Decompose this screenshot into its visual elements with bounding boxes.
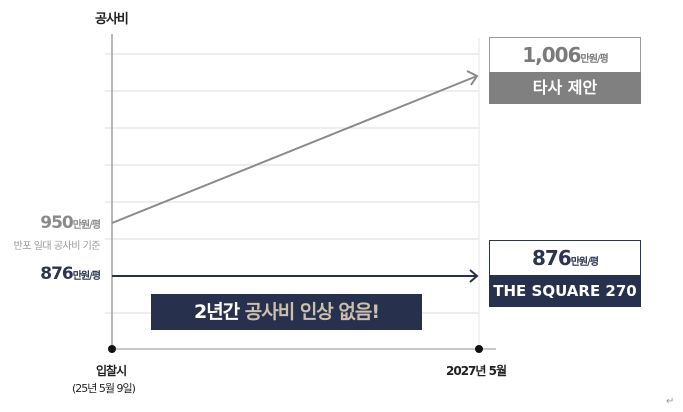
start-dot <box>108 345 116 353</box>
x-start-sub: (25년 5월 9일) <box>72 382 136 395</box>
y-axis-title: 공사비 <box>95 12 129 27</box>
ours-box: 876만원/평 THE SQUARE 270 <box>489 240 641 307</box>
gridlines <box>105 53 479 314</box>
ours-start-label: 876만원/평 <box>40 264 101 284</box>
unit: 만원/평 <box>72 220 101 231</box>
return-mark-icon: ↵ <box>666 396 675 407</box>
ours-value: 876 <box>40 264 73 284</box>
competitor-start-note: 반포 일대 공사비 기준 <box>13 241 101 252</box>
end-dot <box>475 345 483 353</box>
banner-part1: 2년간 <box>193 301 245 323</box>
competitor-box: 1,006만원/평 타사 제안 <box>489 37 641 104</box>
x-end-label: 2027년 5월 <box>446 364 507 378</box>
ours-label: THE SQUARE 270 <box>489 275 641 307</box>
banner-part2: 공사비 인상 없음! <box>244 301 380 323</box>
no-increase-banner: 2년간 공사비 인상 없음! <box>151 294 422 330</box>
competitor-line <box>111 70 479 224</box>
ours-end-value: 876만원/평 <box>531 246 599 270</box>
competitor-end-value: 1,006만원/평 <box>522 43 609 67</box>
x-start-label: 입찰시 <box>96 364 127 378</box>
competitor-start-value: 950 <box>40 213 73 233</box>
competitor-label: 타사 제안 <box>489 72 641 104</box>
ours-line <box>112 269 479 283</box>
unit: 만원/평 <box>72 271 101 282</box>
competitor-start-label: 950만원/평 <box>40 213 101 233</box>
